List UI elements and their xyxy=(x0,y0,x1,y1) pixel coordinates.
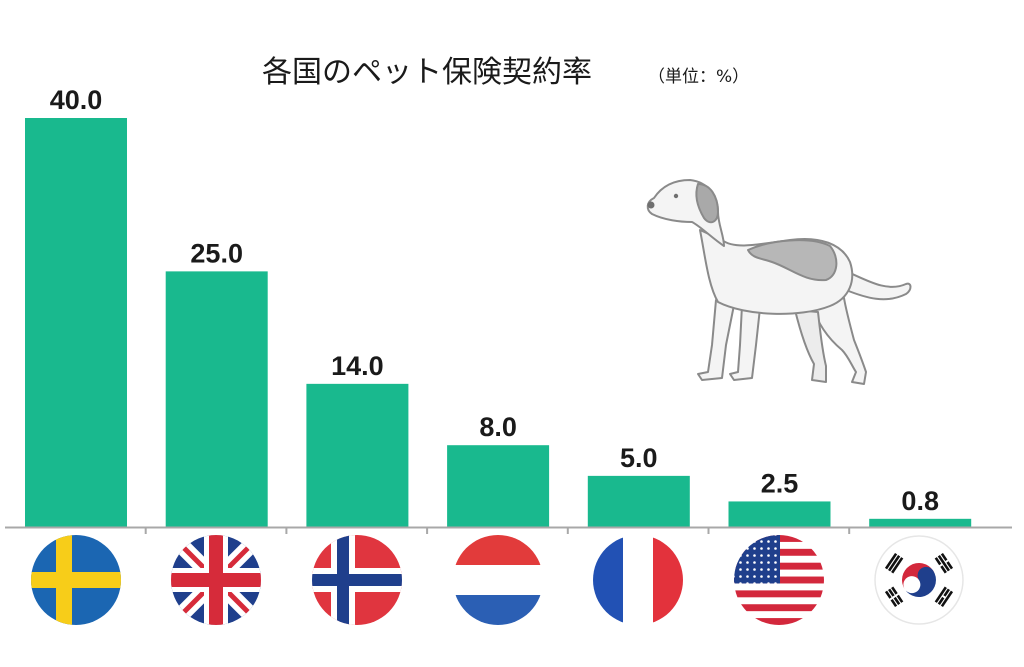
axis-ticks xyxy=(144,527,851,534)
bars-layer xyxy=(25,118,972,527)
netherlands-flag-icon xyxy=(453,535,543,625)
dog-illustration xyxy=(646,179,912,385)
south-korea-flag-icon xyxy=(874,535,964,625)
flags-row xyxy=(31,535,964,625)
france-flag-icon xyxy=(593,535,683,625)
value-label-norway-flag: 14.0 xyxy=(331,351,384,381)
value-label-uk-flag: 25.0 xyxy=(190,238,243,268)
unit-note: （単位：%） xyxy=(648,67,749,87)
bar-sweden-flag xyxy=(25,118,127,527)
value-label-south-korea-flag: 0.8 xyxy=(901,486,939,516)
usa-flag-icon xyxy=(734,535,824,625)
bar-uk-flag xyxy=(165,271,268,527)
bar-south-korea-flag xyxy=(869,518,972,527)
norway-flag-icon xyxy=(312,535,402,625)
value-label-sweden-flag: 40.0 xyxy=(50,85,103,115)
value-label-france-flag: 5.0 xyxy=(620,443,658,473)
value-label-netherlands-flag: 8.0 xyxy=(479,412,517,442)
chart-title: 各国のペット保険契約率 xyxy=(262,55,592,90)
value-labels-layer: 40.0 25.0 14.0 8.0 5.0 2.5 0.8 xyxy=(50,85,939,516)
bar-france-flag xyxy=(587,475,690,527)
uk-flag-icon xyxy=(171,535,261,625)
bar-norway-flag xyxy=(306,383,409,527)
value-label-usa-flag: 2.5 xyxy=(761,468,799,498)
bar-usa-flag xyxy=(728,501,831,527)
sweden-flag-icon xyxy=(31,535,121,625)
bar-netherlands-flag xyxy=(447,445,550,527)
